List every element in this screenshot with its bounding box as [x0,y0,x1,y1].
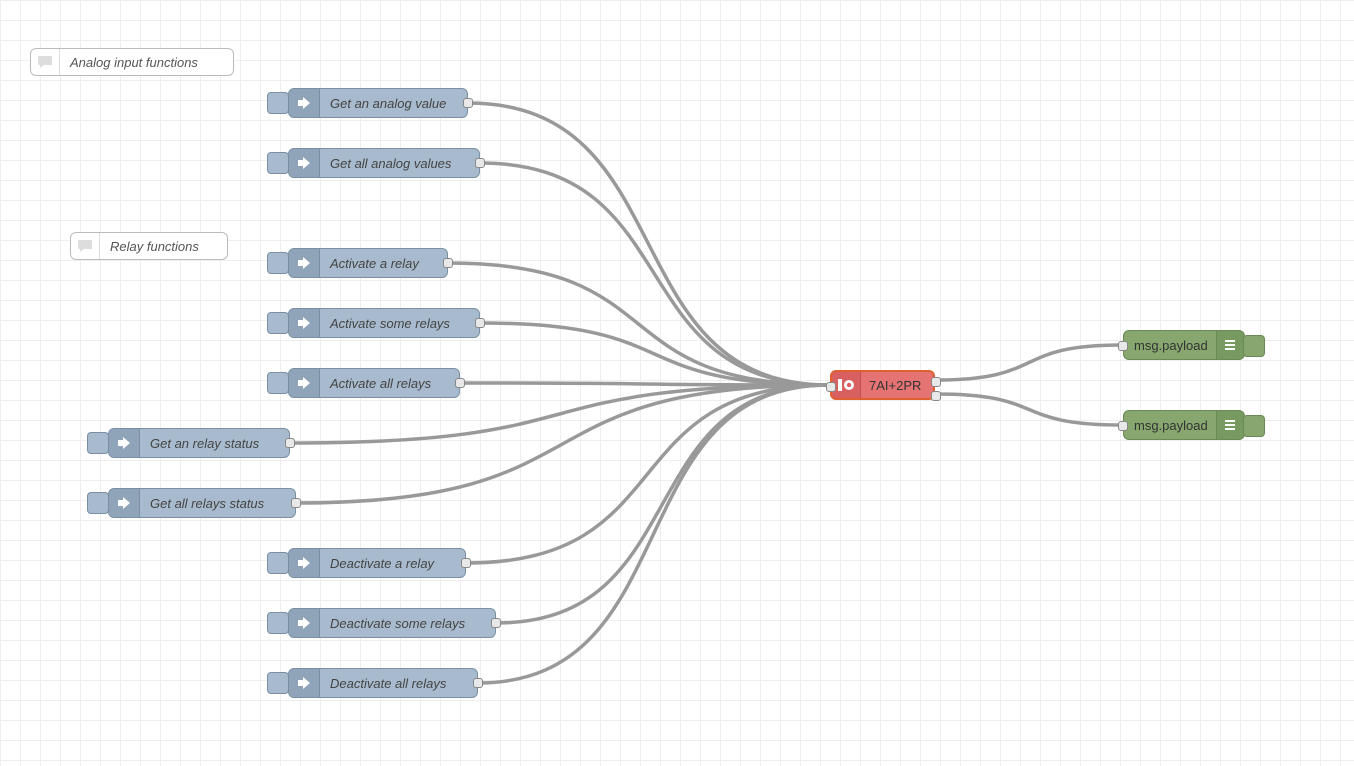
comment-label: Relay functions [100,239,209,254]
output-port[interactable] [285,438,295,448]
inject-arrow-icon [289,669,320,697]
inject-trigger-button[interactable] [267,672,289,694]
inj-0[interactable]: Get an analog value [288,88,468,118]
input-port[interactable] [1118,421,1128,431]
inj-5[interactable]: Get an relay status [108,428,290,458]
debug-node-0[interactable]: msg.payload [1123,330,1245,360]
inject-label: Deactivate some relays [320,616,477,631]
inject-label: Activate all relays [320,376,443,391]
comment-relay[interactable]: Relay functions [70,232,228,260]
inject-trigger-button[interactable] [267,552,289,574]
comment-icon [71,233,100,259]
inject-trigger-button[interactable] [267,372,289,394]
inj-8[interactable]: Deactivate some relays [288,608,496,638]
output-port[interactable] [475,318,485,328]
inject-trigger-button[interactable] [267,312,289,334]
input-port[interactable] [826,382,836,392]
inject-label: Get an relay status [140,436,271,451]
inject-trigger-button[interactable] [267,92,289,114]
inject-arrow-icon [289,249,320,277]
inject-label: Activate a relay [320,256,431,271]
inject-arrow-icon [289,609,320,637]
output-port[interactable] [455,378,465,388]
inject-trigger-button[interactable] [267,252,289,274]
inject-label: Activate some relays [320,316,462,331]
output-port-0[interactable] [931,377,941,387]
output-port[interactable] [491,618,501,628]
inj-3[interactable]: Activate some relays [288,308,480,338]
inj-1[interactable]: Get all analog values [288,148,480,178]
inject-arrow-icon [289,549,320,577]
center-node-7ai-2pr[interactable]: 7AI+2PR [830,370,935,400]
inject-label: Get all relays status [140,496,276,511]
comment-icon [31,49,60,75]
inject-arrow-icon [289,89,320,117]
output-port[interactable] [473,678,483,688]
center-node-label: 7AI+2PR [861,378,931,393]
inject-label: Get an analog value [320,96,458,111]
flow-canvas[interactable]: Analog input functions Relay functions Get… [0,0,1354,766]
debug-label: msg.payload [1124,418,1216,433]
debug-toggle-button[interactable] [1243,415,1265,437]
debug-label: msg.payload [1124,338,1216,353]
debug-bars-icon [1216,331,1244,359]
output-port[interactable] [443,258,453,268]
inject-arrow-icon [109,429,140,457]
output-port[interactable] [291,498,301,508]
output-port-1[interactable] [931,391,941,401]
input-port[interactable] [1118,341,1128,351]
debug-bars-icon [1216,411,1244,439]
inj-7[interactable]: Deactivate a relay [288,548,466,578]
comment-analog[interactable]: Analog input functions [30,48,234,76]
inject-trigger-button[interactable] [87,492,109,514]
inject-trigger-button[interactable] [87,432,109,454]
inject-arrow-icon [289,149,320,177]
inj-4[interactable]: Activate all relays [288,368,460,398]
debug-toggle-button[interactable] [1243,335,1265,357]
inject-label: Deactivate a relay [320,556,446,571]
inject-label: Deactivate all relays [320,676,458,691]
inj-6[interactable]: Get all relays status [108,488,296,518]
output-port[interactable] [463,98,473,108]
output-port[interactable] [461,558,471,568]
inject-trigger-button[interactable] [267,612,289,634]
output-port[interactable] [475,158,485,168]
inject-label: Get all analog values [320,156,463,171]
comment-label: Analog input functions [60,55,208,70]
wires-layer [0,0,1354,766]
debug-node-1[interactable]: msg.payload [1123,410,1245,440]
inject-arrow-icon [109,489,140,517]
module-icon [832,372,861,398]
inj-2[interactable]: Activate a relay [288,248,448,278]
inject-trigger-button[interactable] [267,152,289,174]
inject-arrow-icon [289,309,320,337]
inject-arrow-icon [289,369,320,397]
inj-9[interactable]: Deactivate all relays [288,668,478,698]
